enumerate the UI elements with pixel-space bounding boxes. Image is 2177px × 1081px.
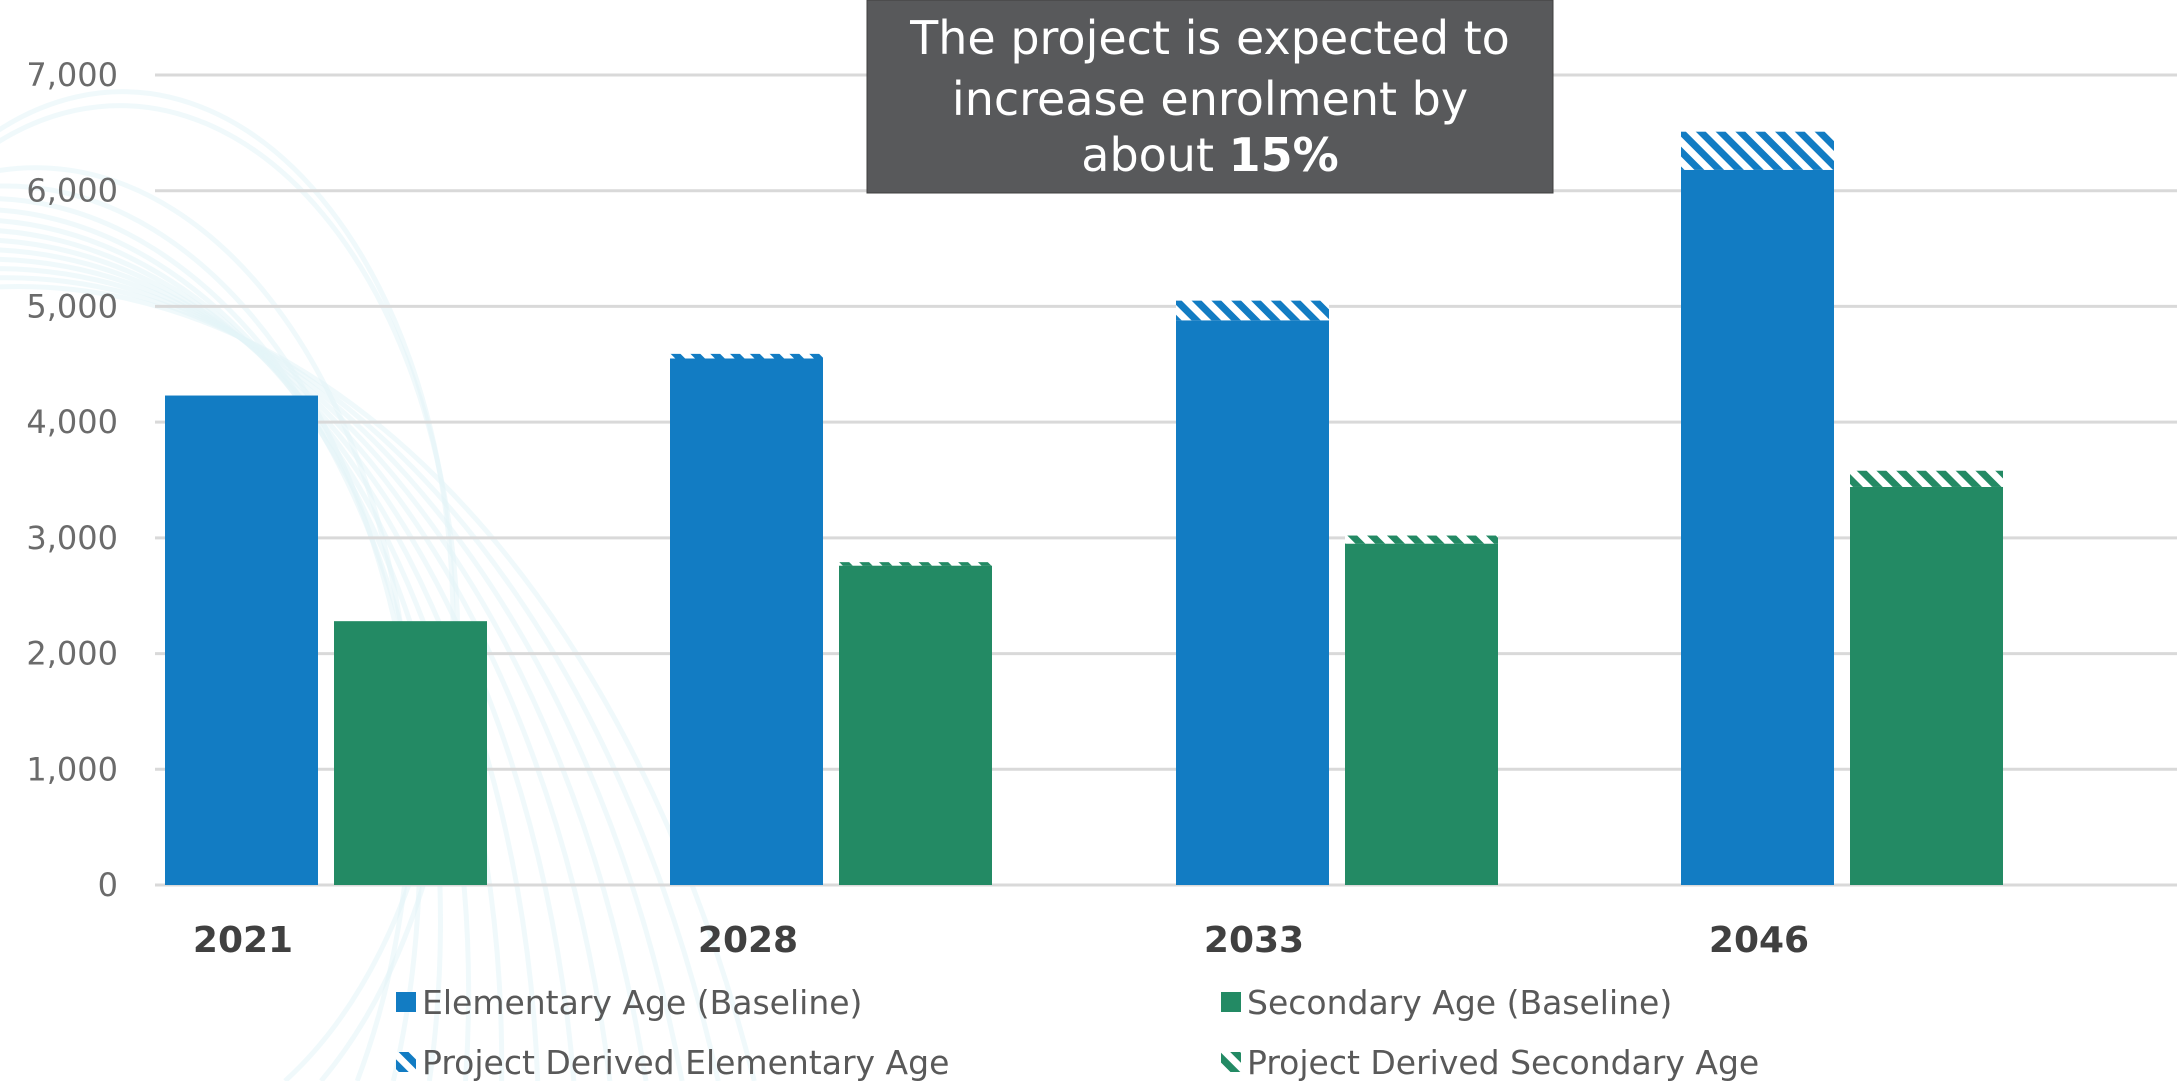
- callout-line-3: about 15%: [1081, 128, 1338, 182]
- legend-swatch-elementary-baseline: [396, 992, 416, 1012]
- bar-secondary-project-2033: [1345, 535, 1498, 544]
- legend-label-secondary-project: Project Derived Secondary Age: [1247, 1043, 1759, 1081]
- background-arc: [0, 228, 541, 1081]
- bar-elementary-baseline-2028: [670, 358, 823, 885]
- background-arcs: [0, 89, 757, 1081]
- legend-label-elementary-baseline: Elementary Age (Baseline): [422, 983, 862, 1022]
- legend-swatch-secondary-baseline: [1221, 992, 1241, 1012]
- x-category-label-2046: 2046: [1709, 920, 1809, 961]
- bar-elementary-project-2028: [670, 353, 823, 359]
- bar-elementary-project-2033: [1176, 300, 1329, 321]
- background-arc: [0, 218, 505, 1081]
- y-axis-tick-labels: 0 1,000 2,000 3,000 4,000 5,000 6,000 7,000: [26, 56, 118, 904]
- background-arc: [0, 256, 649, 1081]
- y-tick-label: 7,000: [26, 56, 118, 94]
- legend-swatch-secondary-project: [1221, 1052, 1241, 1072]
- bar-secondary-project-2028: [839, 562, 992, 566]
- bar-elementary-baseline-2033: [1176, 320, 1329, 885]
- bar-elementary-baseline-2046: [1681, 169, 1834, 885]
- legend-item-secondary-project[interactable]: Project Derived Secondary Age: [1221, 1043, 1759, 1081]
- background-arc: [0, 266, 685, 1081]
- bar-secondary-baseline-2033: [1345, 543, 1498, 885]
- y-tick-label: 4,000: [26, 403, 118, 441]
- legend-label-secondary-baseline: Secondary Age (Baseline): [1247, 983, 1672, 1022]
- y-tick-label: 5,000: [26, 287, 118, 325]
- bar-secondary-baseline-2021: [334, 621, 487, 885]
- bar-secondary-baseline-2046: [1850, 486, 2003, 885]
- x-axis-category-labels: 2021 2028 2033 2046: [193, 920, 1809, 961]
- legend-item-secondary-baseline[interactable]: Secondary Age (Baseline): [1221, 983, 1672, 1022]
- callout-box: The project is expected to increase enro…: [866, 0, 1554, 194]
- background-arc: [0, 247, 613, 1081]
- x-category-label-2033: 2033: [1204, 920, 1304, 961]
- legend: Elementary Age (Baseline) Secondary Age …: [396, 983, 1759, 1081]
- y-tick-label: 1,000: [26, 750, 118, 788]
- legend-item-elementary-baseline[interactable]: Elementary Age (Baseline): [396, 983, 862, 1022]
- callout-line-3-prefix: about: [1081, 128, 1228, 182]
- legend-swatch-elementary-project: [396, 1052, 416, 1072]
- callout-background: [866, 0, 1554, 194]
- y-tick-label: 3,000: [26, 519, 118, 557]
- background-arc: [0, 238, 577, 1081]
- x-category-label-2021: 2021: [193, 920, 293, 961]
- y-tick-label: 0: [98, 866, 118, 904]
- bar-secondary-project-2046: [1850, 470, 2003, 487]
- callout-line-2: increase enrolment by: [952, 72, 1468, 126]
- bar-elementary-baseline-2021: [165, 395, 318, 885]
- background-arc: [0, 275, 721, 1081]
- callout-highlight-percent: 15%: [1229, 128, 1339, 182]
- bar-secondary-baseline-2028: [839, 565, 992, 885]
- bar-elementary-project-2046: [1681, 131, 1834, 170]
- callout-line-1: The project is expected to: [909, 11, 1510, 65]
- legend-label-elementary-project: Project Derived Elementary Age: [422, 1043, 949, 1081]
- y-tick-label: 6,000: [26, 172, 118, 210]
- y-tick-label: 2,000: [26, 635, 118, 673]
- legend-item-elementary-project[interactable]: Project Derived Elementary Age: [396, 1043, 949, 1081]
- bar-series: [165, 131, 2003, 885]
- x-category-label-2028: 2028: [698, 920, 798, 961]
